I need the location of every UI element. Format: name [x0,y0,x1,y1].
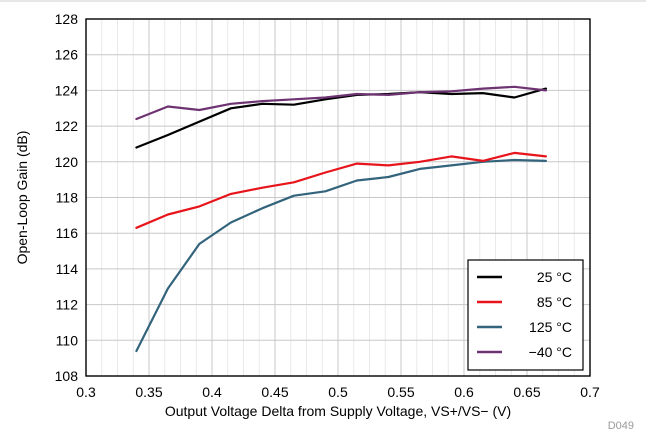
legend-label: −40 °C [529,344,572,360]
figure-id: D049 [608,420,634,432]
series-layer [135,85,548,353]
y-tick-label: 122 [55,118,79,134]
legend-label: 85 °C [537,294,572,310]
legend-label: 25 °C [537,269,572,285]
y-tick-label: 128 [55,11,79,27]
y-tick-label: 116 [56,225,79,241]
series-line [135,158,548,353]
y-tick-label: 120 [55,154,79,170]
x-tick-label: 0.4 [202,384,222,400]
y-tick-label: 112 [56,297,79,313]
x-axis-title: Output Voltage Delta from Supply Voltage… [165,403,511,419]
tick-label-layer: 0.3 0.35 0.4 0.45 0.5 0.55 0.6 0.65 0.7 108 110 112… [55,11,600,400]
legend: 25 °C 85 °C 125 °C −40 °C [467,259,584,371]
legend-label: 125 °C [529,319,572,335]
x-tick-label: 0.7 [580,384,600,400]
series-line [135,87,548,149]
y-tick-label: 108 [55,368,79,384]
y-tick-label: 124 [55,82,79,98]
x-tick-label: 0.35 [135,384,162,400]
x-tick-label: 0.6 [454,384,474,400]
series-line [135,151,548,229]
x-tick-label: 0.55 [387,384,414,400]
series-line [135,85,548,121]
x-tick-label: 0.45 [261,384,288,400]
plot-frame [85,18,591,377]
y-tick-label: 126 [55,47,79,63]
x-tick-label: 0.3 [76,384,96,400]
y-tick-label: 114 [56,261,79,277]
x-tick-label: 0.5 [328,384,348,400]
x-tick-label: 0.65 [513,384,540,400]
y-tick-label: 110 [56,332,79,348]
y-axis-title: Open-Loop Gain (dB) [14,131,30,265]
y-tick-label: 118 [56,190,79,206]
